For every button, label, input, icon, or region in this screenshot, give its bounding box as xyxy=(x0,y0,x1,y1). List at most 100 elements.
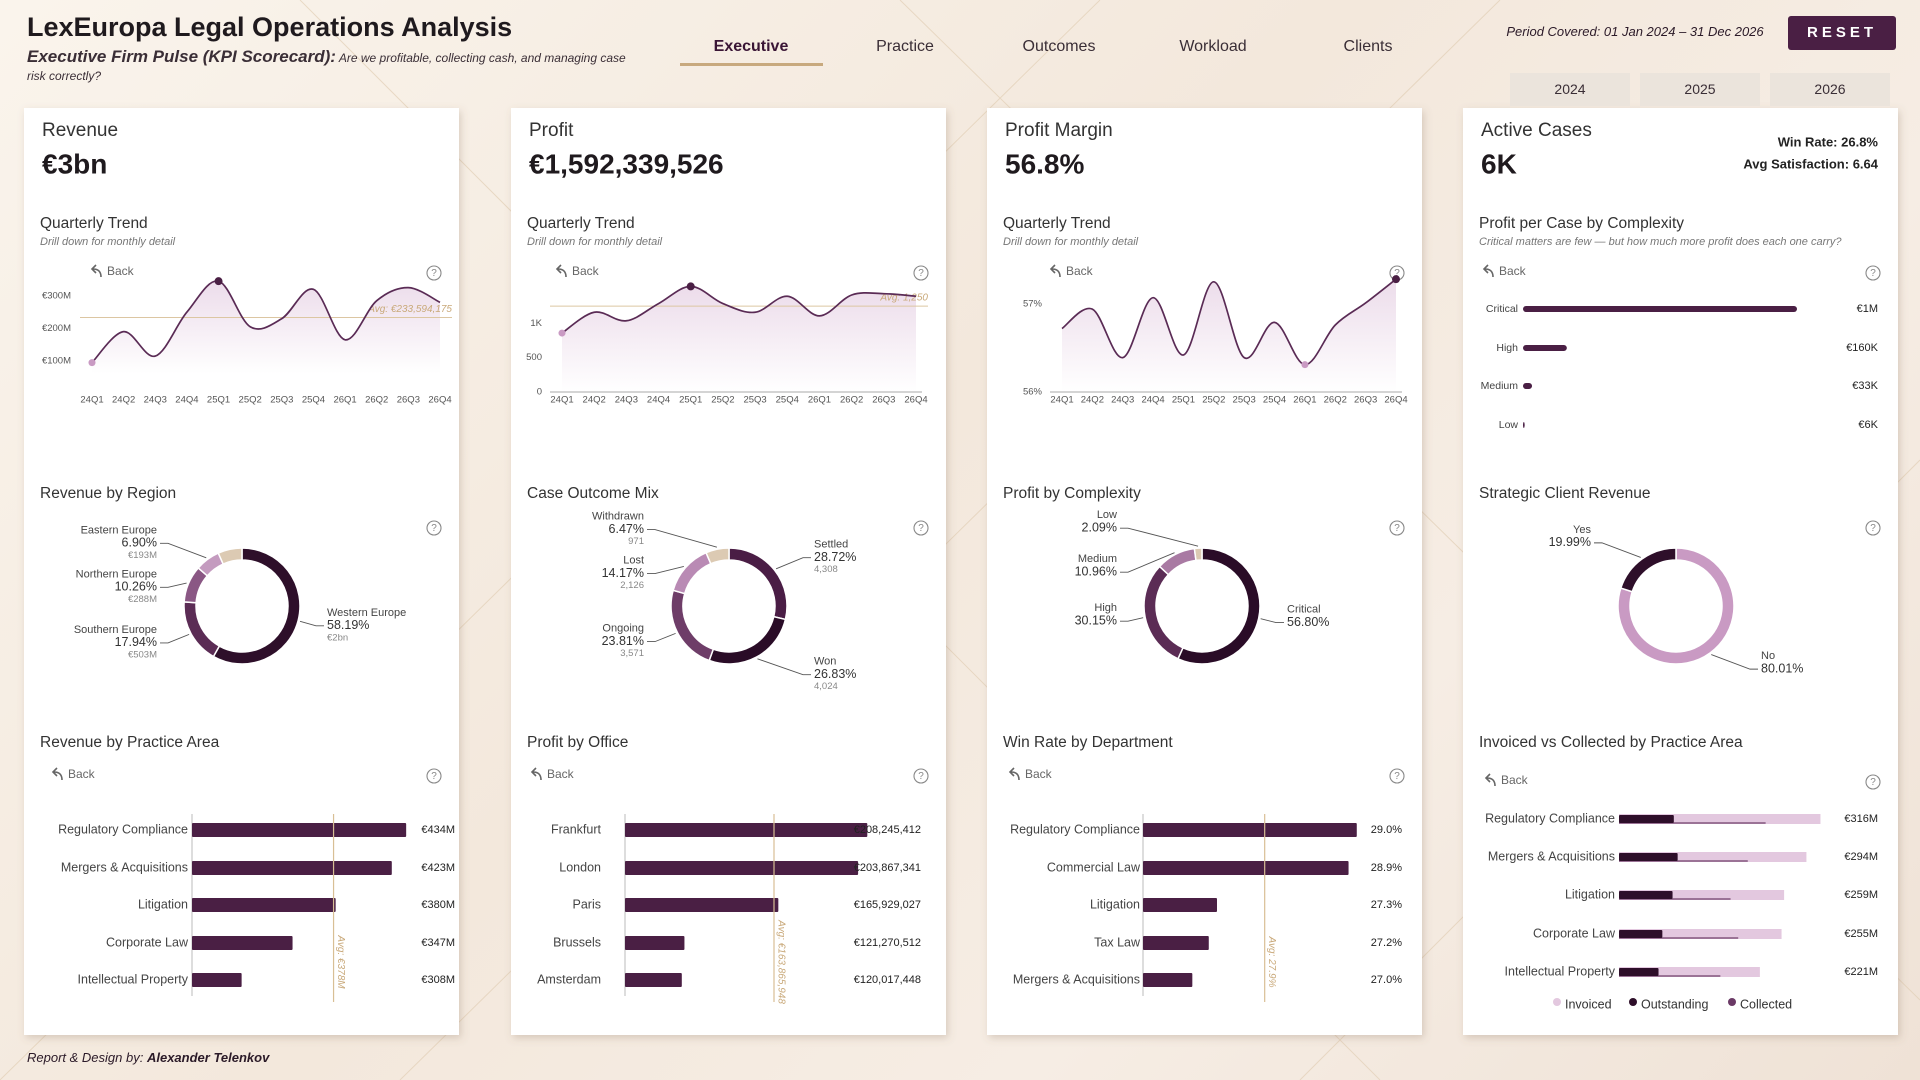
help-icon-text[interactable]: ? xyxy=(1870,523,1876,534)
page-title: LexEuropa Legal Operations Analysis xyxy=(27,12,513,42)
bar-collected xyxy=(1619,822,1766,824)
year-button[interactable]: 2025 xyxy=(1640,73,1760,106)
back-button[interactable]: Back xyxy=(1025,767,1053,781)
section-subtitle: Drill down for monthly detail xyxy=(527,236,663,248)
average-label: Avg: 1,250 xyxy=(879,293,928,304)
back-button[interactable]: Back xyxy=(1499,264,1527,278)
value-label: €380M xyxy=(421,899,455,911)
back-button[interactable]: Back xyxy=(572,264,600,278)
x-tick-label: 26Q2 xyxy=(1324,395,1347,406)
bar xyxy=(1143,973,1193,987)
leader-line xyxy=(757,658,811,676)
year-button[interactable]: 2026 xyxy=(1770,73,1890,106)
donut-slice xyxy=(705,547,730,565)
slice-percent: 19.99% xyxy=(1549,535,1591,549)
subtitle-question: Are we profitable, collecting cash, and … xyxy=(27,51,626,83)
help-icon-text[interactable]: ? xyxy=(1870,777,1876,788)
category-label: Commercial Law xyxy=(1047,860,1141,874)
donut-slice xyxy=(1619,547,1677,593)
nav-tab[interactable]: Practice xyxy=(876,38,934,55)
back-icon xyxy=(1482,264,1494,278)
slice-sublabel: €193M xyxy=(128,550,157,561)
slice-sublabel: 4,024 xyxy=(814,681,838,692)
slice-name: Low xyxy=(1097,509,1117,521)
help-icon-text[interactable]: ? xyxy=(431,268,437,279)
help-icon xyxy=(913,768,929,784)
year-button[interactable]: 2024 xyxy=(1510,73,1630,106)
bar xyxy=(1143,861,1349,875)
leader-line xyxy=(647,632,676,643)
value-label: 28.9% xyxy=(1371,862,1402,874)
back-button[interactable]: Back xyxy=(547,767,575,781)
nav-tab[interactable]: Executive xyxy=(713,38,789,55)
help-icon-text[interactable]: ? xyxy=(918,268,924,279)
x-tick-label: 26Q3 xyxy=(397,395,420,406)
nav-tab[interactable]: Outcomes xyxy=(1022,38,1096,55)
x-tick-label: 24Q1 xyxy=(550,395,573,406)
legend-marker xyxy=(1728,998,1736,1006)
donut-slice xyxy=(1617,547,1735,665)
x-tick-label: 26Q4 xyxy=(428,395,451,406)
x-tick-label: 25Q2 xyxy=(239,395,262,406)
back-button[interactable]: Back xyxy=(1066,264,1094,278)
bar xyxy=(625,936,685,950)
bar xyxy=(1143,823,1357,837)
section-title: Invoiced vs Collected by Practice Area xyxy=(1479,734,1743,751)
back-icon xyxy=(90,264,102,278)
slice-percent: 6.47% xyxy=(609,522,644,536)
help-icon-text[interactable]: ? xyxy=(1394,268,1400,279)
help-icon-text[interactable]: ? xyxy=(431,523,437,534)
legend-marker xyxy=(1553,998,1561,1006)
bar xyxy=(1523,422,1525,428)
slice-sublabel: 971 xyxy=(628,536,644,547)
value-label: €255M xyxy=(1844,928,1878,940)
help-icon-text[interactable]: ? xyxy=(1870,268,1876,279)
donut-slice xyxy=(1193,547,1203,562)
bar xyxy=(625,861,859,875)
help-icon-text[interactable]: ? xyxy=(1394,523,1400,534)
y-tick-label: 56% xyxy=(1023,387,1043,398)
nav-tab[interactable]: Workload xyxy=(1179,38,1247,55)
back-button[interactable]: Back xyxy=(68,767,96,781)
bar-collected xyxy=(1619,898,1731,900)
category-label: Amsterdam xyxy=(537,972,601,986)
y-tick-label: 0 xyxy=(537,387,542,398)
help-icon xyxy=(1865,520,1881,536)
bar-collected xyxy=(1619,975,1721,977)
slice-name: Northern Europe xyxy=(76,568,157,580)
nav-tab[interactable]: Clients xyxy=(1343,38,1393,55)
category-label: Brussels xyxy=(553,935,601,949)
x-tick-label: 25Q1 xyxy=(1172,395,1195,406)
x-tick-label: 24Q1 xyxy=(80,395,103,406)
min-marker xyxy=(88,359,96,367)
kpi-label: Profit Margin xyxy=(1005,120,1113,141)
slice-name: Ongoing xyxy=(602,623,644,635)
x-tick-label: 25Q3 xyxy=(743,395,766,406)
bar-invoiced xyxy=(1619,967,1760,977)
slice-percent: 17.94% xyxy=(115,635,157,649)
help-icon-text[interactable]: ? xyxy=(431,771,437,782)
x-tick-label: 26Q1 xyxy=(1293,395,1316,406)
bar xyxy=(192,861,392,875)
help-icon-text[interactable]: ? xyxy=(918,771,924,782)
help-icon-text[interactable]: ? xyxy=(918,523,924,534)
active-tab-underline xyxy=(680,63,823,66)
kpi-value: €1,592,339,526 xyxy=(529,148,724,179)
back-button[interactable]: Back xyxy=(1501,773,1529,787)
slice-percent: 28.72% xyxy=(814,550,856,564)
x-tick-label: 26Q1 xyxy=(808,395,831,406)
slice-name: Won xyxy=(814,656,836,668)
kpi-value: 6K xyxy=(1481,148,1517,179)
help-icon-text[interactable]: ? xyxy=(1394,771,1400,782)
back-button[interactable]: Back xyxy=(107,264,135,278)
value-label: €1M xyxy=(1857,303,1878,315)
leader-line xyxy=(160,582,187,588)
slice-percent: 2.09% xyxy=(1082,520,1117,534)
value-label: €203,867,341 xyxy=(854,862,921,874)
leader-line xyxy=(1120,617,1144,622)
reset-button[interactable]: RESET xyxy=(1788,16,1896,50)
bar-outstanding xyxy=(1619,815,1674,823)
x-tick-label: 26Q4 xyxy=(1384,395,1407,406)
leader-line xyxy=(1120,527,1199,547)
